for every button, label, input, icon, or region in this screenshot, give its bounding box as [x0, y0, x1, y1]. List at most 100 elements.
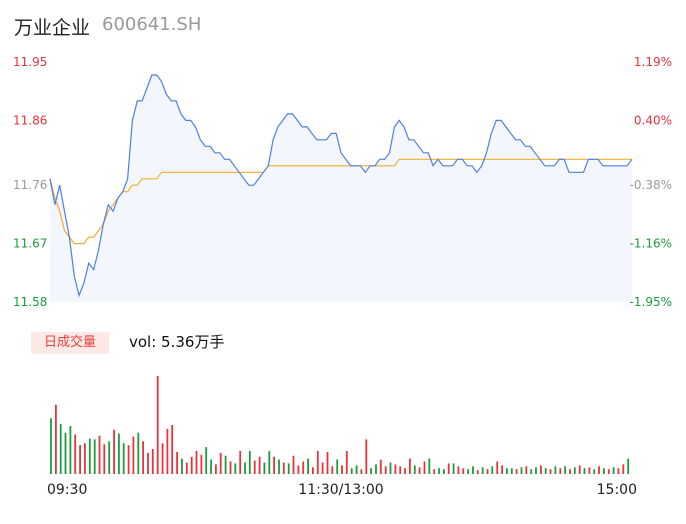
volume-bar	[447, 463, 450, 474]
volume-bar	[428, 458, 431, 474]
volume-bar	[433, 469, 436, 474]
volume-bar	[501, 465, 503, 474]
y-tick-price-label: 11.67	[13, 237, 47, 251]
volume-bar	[278, 459, 280, 474]
volume-bar	[457, 466, 460, 474]
y-tick-percent-label: -0.38%	[630, 178, 672, 192]
volume-bar	[350, 468, 353, 474]
stock-code: 600641.SH	[102, 14, 202, 35]
x-tick-label: 09:30	[47, 482, 87, 498]
volume-bar	[166, 428, 169, 474]
volume-bar	[569, 469, 571, 474]
volume-bar	[316, 450, 319, 474]
y-axis-price-labels: 11.95 11.86 11.76 11.67 11.58	[13, 55, 47, 309]
volume-bar	[593, 469, 596, 474]
volume-bar	[506, 468, 508, 474]
volume-bar	[103, 444, 106, 474]
volume-bar	[443, 469, 445, 474]
volume-bar	[74, 434, 77, 474]
x-tick-label: 11:30/13:00	[298, 482, 383, 498]
volume-bar	[93, 439, 96, 474]
volume-bar	[530, 469, 533, 474]
y-axis-percent-labels: 1.19% 0.40% -0.38% -1.16% -1.95%	[630, 55, 672, 309]
volume-bar	[452, 463, 455, 474]
volume-bar	[69, 426, 72, 474]
volume-bar	[418, 467, 421, 474]
volume-bar	[336, 459, 339, 474]
volume-bar	[583, 468, 586, 474]
y-tick-price-label: 11.95	[13, 55, 47, 69]
volume-bar	[229, 461, 232, 474]
volume-bar	[219, 452, 222, 474]
volume-bar	[239, 450, 242, 474]
volume-bar	[205, 447, 208, 474]
volume-bar	[302, 461, 305, 474]
volume-chart: 09:30 11:30/13:00 15:00	[47, 376, 637, 498]
volume-bar	[113, 429, 115, 474]
volume-bar	[287, 463, 290, 474]
volume-bar	[379, 459, 382, 474]
volume-bar	[617, 468, 620, 474]
volume-bar	[142, 441, 144, 474]
volume-bar	[476, 470, 479, 474]
volume-bar	[520, 467, 523, 474]
volume-bar	[297, 465, 300, 474]
volume-bar	[321, 462, 324, 474]
volume-bar	[181, 458, 183, 474]
volume-bar	[98, 435, 101, 474]
volume-bar	[79, 445, 81, 474]
y-tick-price-label: 11.58	[13, 295, 47, 309]
volume-bar	[598, 466, 600, 474]
volume-bar	[331, 466, 334, 474]
volume-bar	[122, 443, 125, 474]
volume-bar	[554, 466, 557, 474]
volume-bar	[612, 467, 615, 474]
volume-bar	[438, 468, 440, 474]
volume-bar	[248, 450, 251, 474]
volume-bar	[394, 464, 397, 474]
volume-bars	[50, 376, 630, 474]
volume-bar	[389, 462, 392, 474]
price-area-fill	[50, 75, 632, 302]
y-tick-price-label: 11.86	[13, 113, 47, 127]
volume-bar	[64, 432, 67, 474]
volume-bar	[258, 456, 261, 474]
volume-bar	[564, 466, 566, 474]
volume-bar	[472, 466, 474, 474]
volume-bar	[156, 376, 159, 474]
y-tick-percent-label: -1.95%	[630, 295, 672, 309]
price-chart: 11.95 11.86 11.76 11.67 11.58 1.19% 0.40% -0.3…	[13, 55, 672, 309]
volume-bar	[607, 469, 610, 474]
volume-bar	[544, 468, 547, 474]
volume-bar	[409, 458, 411, 474]
volume-bar	[549, 469, 552, 474]
volume-bar	[118, 433, 120, 474]
volume-bar	[481, 467, 484, 474]
volume-bar	[525, 466, 528, 474]
volume-bar	[161, 443, 164, 474]
volume-bar	[224, 455, 227, 474]
volume-bar	[282, 462, 285, 474]
volume-bar	[147, 452, 149, 474]
volume-bar	[496, 461, 499, 474]
volume-bar	[88, 438, 91, 474]
volume-bar	[312, 467, 314, 474]
volume-bar	[253, 460, 256, 474]
volume-bar	[486, 469, 489, 474]
volume-bar	[307, 458, 309, 474]
volume-bar	[578, 465, 581, 474]
x-tick-label: 15:00	[597, 482, 637, 498]
volume-bar	[210, 459, 212, 474]
price-line	[49, 74, 633, 298]
volume-bar	[491, 466, 494, 474]
volume-bar	[263, 462, 266, 474]
y-tick-price-label: 11.76	[13, 178, 47, 192]
volume-bar	[234, 463, 237, 474]
volume-bar	[55, 404, 57, 474]
volume-bar	[341, 465, 343, 474]
volume-bar	[627, 458, 630, 474]
volume-bar	[84, 443, 86, 474]
volume-bar	[573, 467, 576, 474]
volume-bar	[540, 465, 542, 474]
